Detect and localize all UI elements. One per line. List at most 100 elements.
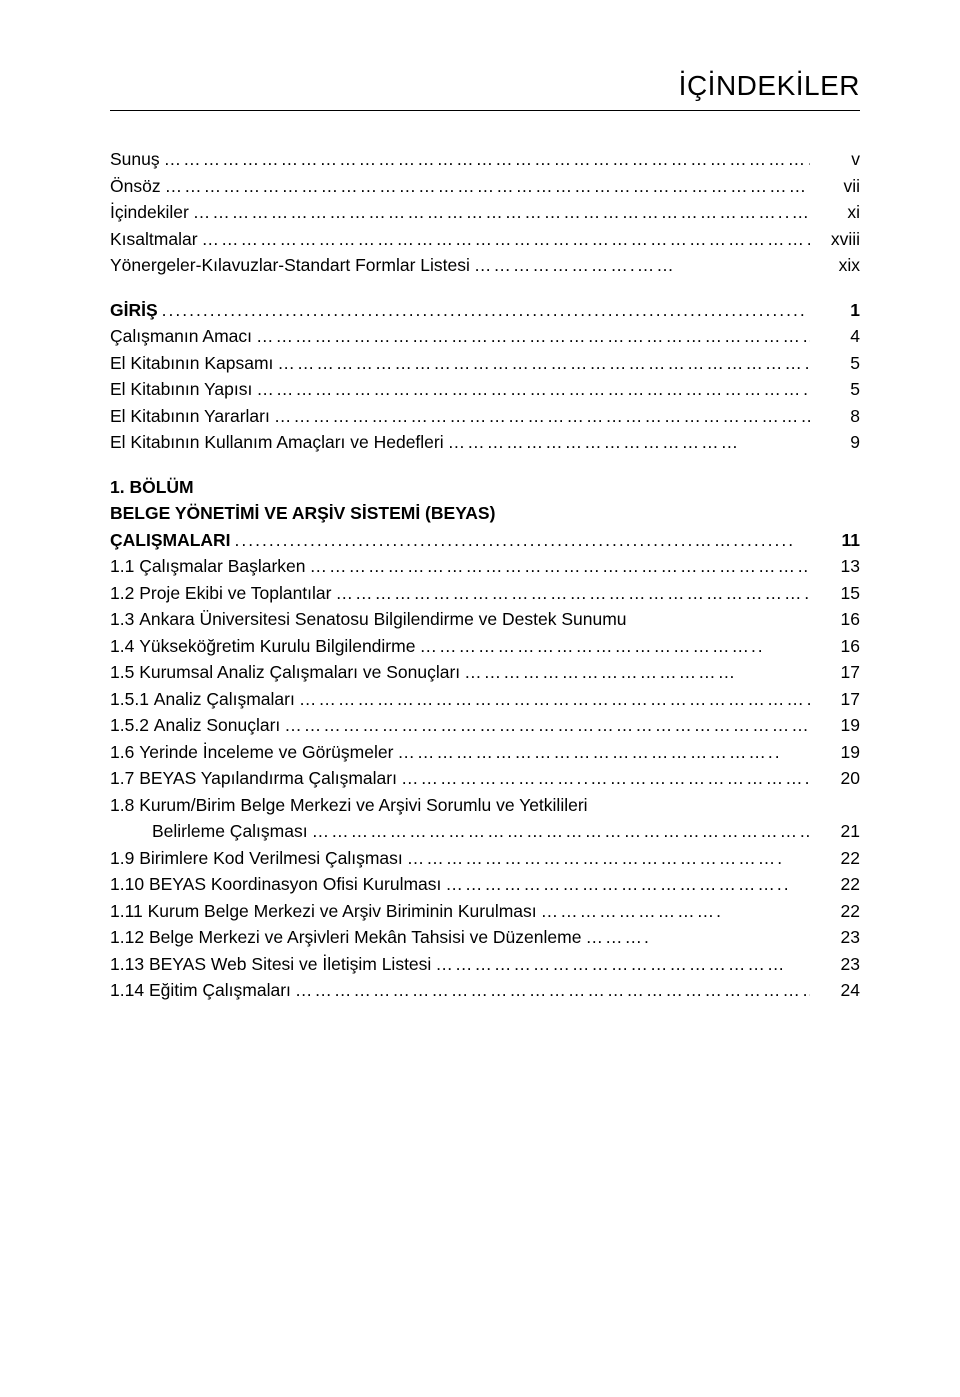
toc-row: 1.8 Kurum/Birim Belge Merkezi ve Arşivi … — [110, 797, 860, 815]
toc-leader: ………………………………………………………………………… — [295, 691, 810, 709]
toc-entry-label: İçindekiler — [110, 204, 189, 222]
toc-entry-label: 1. BÖLÜM — [110, 479, 194, 497]
toc-leader: …………………………………………………………………………….. — [270, 408, 810, 426]
toc-entry-label: Belge Merkezi ve Arşivleri Mekân Tahsisi… — [149, 929, 582, 947]
toc-entry-page: 17 — [810, 664, 860, 682]
toc-row: El Kitabının Kapsamı……………………………………………………… — [110, 355, 860, 373]
toc-row: 1. BÖLÜM — [110, 479, 860, 497]
toc-entry-page: 19 — [810, 717, 860, 735]
toc-entry-page: 22 — [810, 903, 860, 921]
toc-leader: …………………………………………………………………………. — [306, 558, 810, 576]
toc-entry-page: 4 — [810, 328, 860, 346]
toc-row: 1.1 Çalışmalar Başlarken…………………………………………… — [110, 558, 860, 576]
toc-row: Kısaltmalar……………………………………………………………………………… — [110, 231, 860, 249]
toc-entry-label: Kurumsal Analiz Çalışmaları ve Sonuçları — [139, 664, 460, 682]
toc-entry-number: 1.5.1 — [110, 691, 154, 709]
toc-entry-page: 15 — [810, 585, 860, 603]
toc-entry-page: 11 — [810, 532, 860, 550]
toc-leader: ………………………………………………….. — [393, 744, 810, 762]
toc-leader: ………………………..……………………………. — [397, 770, 810, 788]
toc-entry-label: GİRİŞ — [110, 302, 158, 320]
toc-leader: ........................................… — [158, 302, 810, 320]
toc-row: 1.5 Kurumsal Analiz Çalışmaları ve Sonuç… — [110, 664, 860, 682]
toc-row: Sunuş……………………………………………………………………………………………… — [110, 151, 860, 169]
toc-entry-number: 1.10 — [110, 876, 149, 894]
toc-leader: ………. — [581, 929, 810, 947]
toc-entry-label: ÇALIŞMALARI — [110, 532, 231, 550]
table-of-contents: Sunuş……………………………………………………………………………………………… — [110, 151, 860, 1000]
toc-row: 1.13 BEYAS Web Sitesi ve İletişim Listes… — [110, 956, 860, 974]
toc-entry-page: 8 — [810, 408, 860, 426]
toc-entry-number: 1.5.2 — [110, 717, 154, 735]
toc-row: 1.9 Birimlere Kod Verilmesi Çalışması………… — [110, 850, 860, 868]
toc-row: 1.5.1 Analiz Çalışmaları…………………………………………… — [110, 691, 860, 709]
toc-entry-number: 1.14 — [110, 982, 149, 1000]
toc-leader: ………………………………………………………………………………..……….....… — [189, 204, 810, 222]
toc-entry-label: Kısaltmalar — [110, 231, 198, 249]
toc-leader: …………………………………………………………………………… — [280, 717, 810, 735]
toc-entry-number: 1.11 — [110, 903, 148, 921]
toc-row: El Kitabının Yararları………………………………………………… — [110, 408, 860, 426]
toc-leader: …………………………………………………………………………….….. — [252, 328, 810, 346]
toc-entry-label: Yönergeler-Kılavuzlar-Standart Formlar L… — [110, 257, 470, 275]
toc-entry-page: v — [810, 151, 860, 169]
toc-entry-number: 1.1 — [110, 558, 139, 576]
toc-entry-page: 13 — [810, 558, 860, 576]
toc-row: ÇALIŞMALARI.............................… — [110, 532, 860, 550]
toc-entry-number: 1.7 — [110, 770, 139, 788]
toc-entry-number: 1.3 — [110, 611, 139, 629]
toc-row: El Kitabının Yapısı………………………………………………………… — [110, 381, 860, 399]
toc-row: Yönergeler-Kılavuzlar-Standart Formlar L… — [110, 257, 860, 275]
toc-entry-label: Eğitim Çalışmaları — [149, 982, 291, 1000]
toc-entry-number: 1.8 — [110, 797, 139, 815]
toc-entry-page: 16 — [810, 638, 860, 656]
toc-leader: …………………………………………………………………………………………………… — [198, 231, 810, 249]
toc-entry-label: Sunuş — [110, 151, 160, 169]
toc-leader: ………………………………………………………………….. — [331, 585, 810, 603]
toc-entry-label: El Kitabının Kapsamı — [110, 355, 273, 373]
toc-entry-page: 22 — [810, 850, 860, 868]
toc-entry-label: Önsöz — [110, 178, 161, 196]
toc-entry-number: 1.6 — [110, 744, 139, 762]
toc-entry-page: 19 — [810, 744, 860, 762]
page-title: İÇİNDEKİLER — [110, 70, 860, 102]
toc-entry-page: 9 — [810, 434, 860, 452]
toc-leader: …………………………………………….. — [415, 638, 810, 656]
toc-entry-page: 5 — [810, 355, 860, 373]
toc-entry-page: 24 — [810, 982, 860, 1000]
toc-entry-page: 23 — [810, 929, 860, 947]
toc-entry-label: Analiz Sonuçları — [154, 717, 280, 735]
toc-entry-page: 1 — [810, 302, 860, 320]
toc-leader: …………………………………………….. — [441, 876, 810, 894]
toc-entry-page: xviii — [810, 231, 860, 249]
toc-entry-label: Kurum Belge Merkezi ve Arşiv Biriminin K… — [148, 903, 537, 921]
toc-entry-label: Ankara Üniversitesi Senatosu Bilgilendir… — [139, 611, 626, 629]
toc-row: 1.6 Yerinde İnceleme ve Görüşmeler………………… — [110, 744, 860, 762]
toc-row: 1.12 Belge Merkezi ve Arşivleri Mekân Ta… — [110, 929, 860, 947]
toc-row: İçindekiler……………………………………………………………………………… — [110, 204, 860, 222]
toc-entry-number: 1.4 — [110, 638, 139, 656]
toc-entry-label: Çalışmalar Başlarken — [139, 558, 305, 576]
toc-entry-page: 23 — [810, 956, 860, 974]
toc-gap — [110, 461, 860, 479]
toc-entry-page: 20 — [810, 770, 860, 788]
toc-entry-label: Analiz Çalışmaları — [154, 691, 295, 709]
toc-row: Çalışmanın Amacı………………………………………………………………… — [110, 328, 860, 346]
toc-entry-page: 16 — [810, 611, 860, 629]
toc-entry-label: Birimlere Kod Verilmesi Çalışması — [139, 850, 403, 868]
toc-row: 1.4 Yükseköğretim Kurulu Bilgilendirme……… — [110, 638, 860, 656]
toc-row: Belirleme Çalışması………………………………………………………… — [110, 823, 860, 841]
toc-entry-number: 1.2 — [110, 585, 139, 603]
toc-entry-label: El Kitabının Yararları — [110, 408, 270, 426]
toc-entry-page: xix — [810, 257, 860, 275]
toc-entry-number: 1.13 — [110, 956, 149, 974]
toc-entry-label: El Kitabının Yapısı — [110, 381, 252, 399]
toc-leader: …………………………………………………. — [403, 850, 810, 868]
toc-entry-page: xi — [810, 204, 860, 222]
toc-row: 1.11 Kurum Belge Merkezi ve Arşiv Birimi… — [110, 903, 860, 921]
toc-entry-label: BEYAS Web Sitesi ve İletişim Listesi — [149, 956, 431, 974]
toc-leader: ……………………………………… — [444, 434, 810, 452]
toc-leader: ………………………………………………………………………………………………....… — [161, 178, 810, 196]
toc-leader: ………………………. — [537, 903, 810, 921]
toc-row: BELGE YÖNETİMİ VE ARŞİV SİSTEMİ (BEYAS) — [110, 505, 860, 523]
